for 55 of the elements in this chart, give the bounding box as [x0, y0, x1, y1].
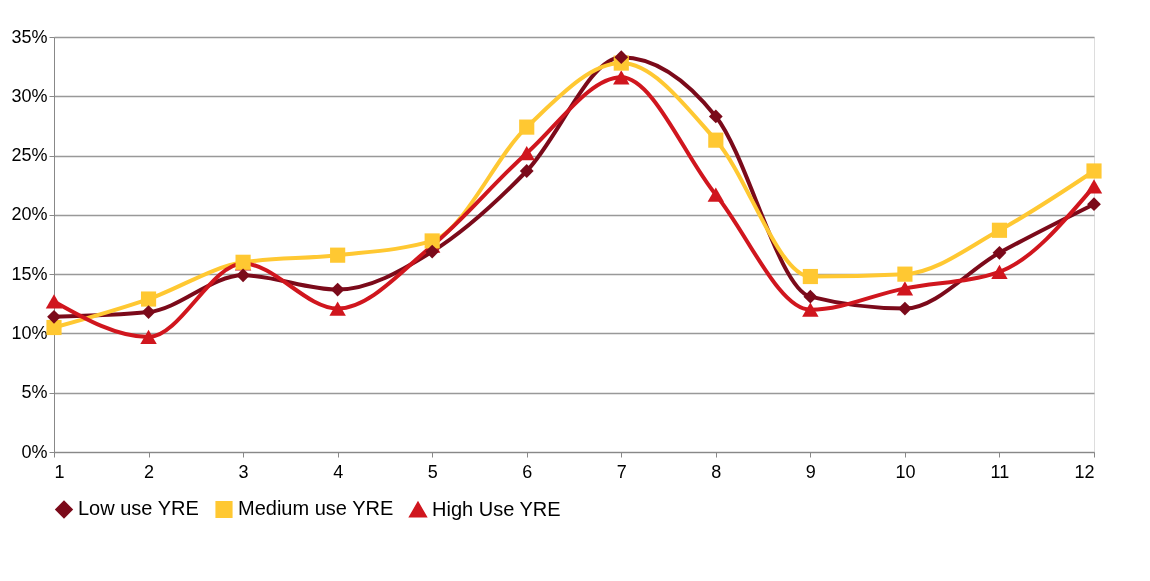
- x-tick-label: 7: [616, 461, 627, 482]
- point: [992, 245, 1007, 260]
- point: [708, 109, 723, 124]
- point: [330, 247, 346, 263]
- point: [47, 309, 61, 324]
- y-tick-label: 30%: [11, 85, 48, 106]
- y-tick-label: 35%: [11, 26, 48, 47]
- point: [236, 268, 250, 283]
- legend-label: High Use YRE: [432, 497, 561, 520]
- point: [613, 70, 630, 85]
- legend-label: Low use YRE: [78, 497, 199, 520]
- x-tick-label: 10: [895, 461, 916, 482]
- point: [518, 146, 535, 161]
- point: [991, 222, 1008, 238]
- point: [803, 289, 818, 304]
- point: [802, 268, 818, 285]
- x-tick-label: 6: [522, 461, 533, 482]
- point: [519, 164, 534, 178]
- point: [425, 244, 440, 259]
- x-tick-label: 12: [1074, 461, 1095, 482]
- y-tick-label: 0%: [21, 441, 48, 462]
- y-tick-label: 25%: [11, 145, 48, 166]
- point: [1085, 179, 1103, 194]
- x-tick-label: 9: [805, 461, 816, 482]
- y-tick-label: 15%: [11, 263, 48, 284]
- point: [141, 305, 156, 319]
- x-tick-label: 11: [990, 461, 1010, 482]
- point: [1086, 163, 1102, 179]
- y-tick-label: 20%: [11, 204, 48, 225]
- point: [708, 132, 724, 148]
- x-tick-label: 3: [238, 461, 249, 482]
- x-tick-label: 8: [711, 461, 722, 482]
- point: [1087, 197, 1101, 212]
- legend-label: Medium use YRE: [238, 497, 394, 520]
- point: [802, 302, 819, 317]
- point: [897, 266, 913, 282]
- point: [898, 301, 912, 316]
- point: [140, 291, 157, 307]
- x-tick-label: 1: [54, 461, 65, 482]
- point: [140, 329, 157, 345]
- point: [896, 281, 914, 296]
- point: [330, 282, 345, 297]
- point: [424, 233, 440, 249]
- point: [614, 50, 629, 65]
- point: [46, 319, 62, 336]
- x-tick-label: 5: [427, 461, 438, 482]
- point: [329, 301, 346, 316]
- point: [519, 119, 535, 135]
- y-tick-label: 10%: [11, 322, 48, 343]
- x-tick-label: 2: [144, 461, 155, 482]
- point: [45, 294, 63, 309]
- point: [707, 187, 725, 202]
- y-tick-label: 5%: [21, 382, 48, 403]
- x-tick-label: 4: [333, 461, 344, 482]
- point: [991, 264, 1008, 279]
